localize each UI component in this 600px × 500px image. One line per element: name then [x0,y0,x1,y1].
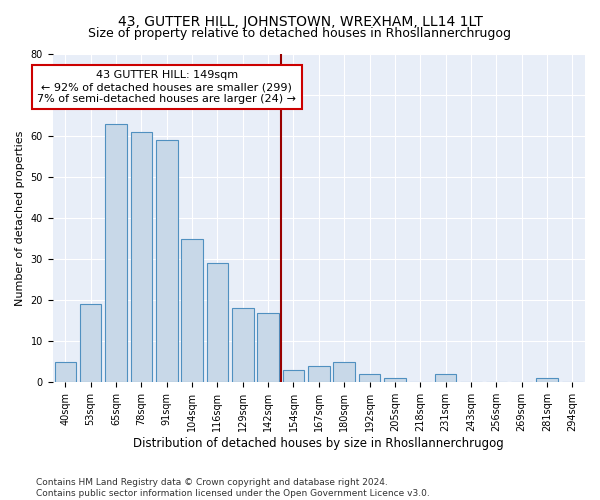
Bar [232,308,254,382]
Bar [308,366,329,382]
Text: 43, GUTTER HILL, JOHNSTOWN, WREXHAM, LL14 1LT: 43, GUTTER HILL, JOHNSTOWN, WREXHAM, LL1… [118,15,482,29]
Text: Size of property relative to detached houses in Rhosllannerchrugog: Size of property relative to detached ho… [89,28,511,40]
Bar [384,378,406,382]
Bar [131,132,152,382]
Bar [80,304,101,382]
Bar [156,140,178,382]
Bar [206,264,228,382]
Bar [359,374,380,382]
Bar [536,378,558,382]
Text: 43 GUTTER HILL: 149sqm
← 92% of detached houses are smaller (299)
7% of semi-det: 43 GUTTER HILL: 149sqm ← 92% of detached… [37,70,296,104]
X-axis label: Distribution of detached houses by size in Rhosllannerchrugog: Distribution of detached houses by size … [133,437,504,450]
Bar [55,362,76,382]
Bar [334,362,355,382]
Bar [283,370,304,382]
Bar [257,312,279,382]
Bar [181,238,203,382]
Text: Contains HM Land Registry data © Crown copyright and database right 2024.
Contai: Contains HM Land Registry data © Crown c… [36,478,430,498]
Y-axis label: Number of detached properties: Number of detached properties [15,130,25,306]
Bar [105,124,127,382]
Bar [435,374,457,382]
